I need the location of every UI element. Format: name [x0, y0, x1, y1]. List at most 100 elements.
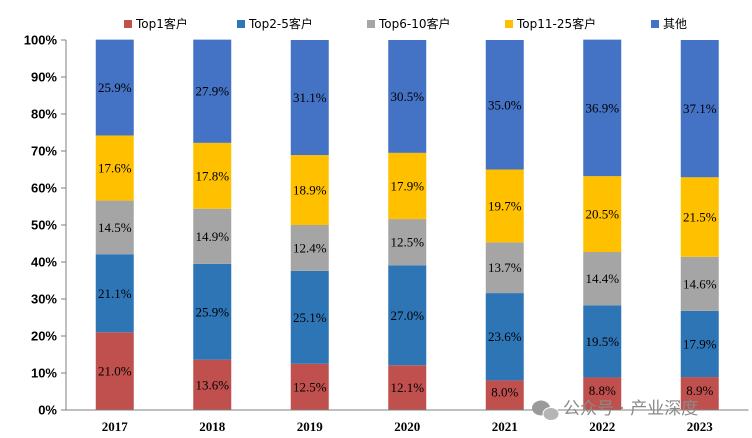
- data-label: 12.5%: [293, 379, 327, 394]
- data-label: 37.1%: [683, 101, 717, 116]
- bar-segment: [95, 135, 134, 201]
- bar-segment: [95, 200, 134, 255]
- y-tick-label: 10%: [31, 366, 57, 381]
- data-label: 27.9%: [195, 84, 229, 99]
- data-label: 19.5%: [585, 334, 619, 349]
- x-axis: 2017 2018 2019 2020 2021 2022 2023: [66, 409, 749, 434]
- data-label: 25.9%: [98, 80, 132, 95]
- data-label: 21.1%: [98, 286, 132, 301]
- bar-segment: [583, 252, 622, 306]
- x-tick-label: 2022: [589, 419, 615, 434]
- bar-segment: [583, 176, 622, 253]
- bar-segment: [680, 256, 719, 311]
- legend-swatch: [367, 20, 375, 28]
- x-tick-label: 2019: [297, 419, 324, 434]
- legend-label: 其他: [663, 17, 687, 31]
- data-label: 17.9%: [683, 336, 717, 351]
- data-label: 20.5%: [585, 207, 619, 222]
- y-tick-label: 40%: [31, 255, 57, 270]
- legend-label: Top2-5客户: [248, 16, 313, 31]
- bar-segment: [485, 242, 524, 294]
- bar-segment: [388, 152, 427, 220]
- data-label: 13.6%: [195, 377, 229, 392]
- watermark: 公众号 · 产业深度: [532, 399, 698, 421]
- legend-swatch: [124, 20, 132, 28]
- bar-segment: [680, 40, 719, 178]
- bar-segment: [95, 39, 134, 136]
- data-label: 17.6%: [98, 161, 132, 176]
- bar-segment: [583, 377, 622, 410]
- bar-segment: [193, 142, 232, 209]
- bar-segment: [583, 305, 622, 378]
- data-label: 23.6%: [488, 329, 522, 344]
- data-label: 14.9%: [195, 229, 229, 244]
- x-tick-label: 2017: [102, 419, 129, 434]
- bar-segment: [290, 225, 329, 271]
- data-label: 27.0%: [390, 308, 424, 323]
- legend-swatch: [237, 20, 245, 28]
- bar-segment: [290, 155, 329, 225]
- data-label: 21.5%: [683, 210, 717, 225]
- y-axis: 0% 10% 20% 30% 40% 50% 60% 70% 80% 90% 100%: [24, 33, 67, 418]
- data-label: 25.9%: [195, 304, 229, 319]
- bar-segment: [388, 219, 427, 266]
- data-label: 12.1%: [390, 380, 424, 395]
- bar-segment: [680, 377, 719, 410]
- y-tick-label: 70%: [31, 144, 57, 159]
- data-label: 17.9%: [390, 178, 424, 193]
- bar-segment: [95, 332, 134, 410]
- data-label: 14.6%: [683, 276, 717, 291]
- y-tick-label: 30%: [31, 292, 57, 307]
- bar-segment: [290, 40, 329, 156]
- wechat-icon: [532, 400, 560, 421]
- bar-segment: [388, 265, 427, 366]
- data-label: 17.8%: [195, 168, 229, 183]
- y-tick-label: 0%: [38, 403, 57, 418]
- bar-segment: [583, 39, 622, 177]
- data-label: 8.9%: [686, 383, 713, 398]
- data-label: 14.5%: [98, 220, 132, 235]
- bar-segment: [485, 293, 524, 381]
- data-label: 8.8%: [589, 383, 616, 398]
- bar-segment: [193, 39, 232, 143]
- data-label: 12.4%: [293, 240, 327, 255]
- y-tick-label: 80%: [31, 107, 57, 122]
- y-tick-label: 50%: [31, 218, 57, 233]
- y-tick-label: 90%: [31, 70, 57, 85]
- data-label: 8.0%: [491, 385, 518, 400]
- data-label: 19.7%: [488, 198, 522, 213]
- data-label: 35.0%: [488, 97, 522, 112]
- y-tick-label: 100%: [24, 33, 58, 48]
- y-tick-label: 60%: [31, 181, 57, 196]
- bar-segment: [388, 365, 427, 410]
- bar-segment: [485, 380, 524, 410]
- y-tick-label: 20%: [31, 329, 57, 344]
- x-tick-label: 2021: [492, 419, 518, 434]
- data-label: 13.7%: [488, 260, 522, 275]
- data-label: 31.1%: [293, 90, 327, 105]
- data-label: 12.5%: [390, 235, 424, 250]
- data-label: 18.9%: [293, 183, 327, 198]
- data-label: 14.4%: [585, 271, 619, 286]
- bar-segment: [290, 363, 329, 410]
- x-tick-label: 2023: [687, 419, 714, 434]
- data-label: 21.0%: [98, 364, 132, 379]
- bar-segment: [388, 40, 427, 153]
- legend-swatch: [651, 20, 659, 28]
- watermark-text: 公众号 · 产业深度: [563, 399, 698, 419]
- legend-swatch: [505, 20, 513, 28]
- bar-segment: [290, 270, 329, 364]
- data-label: 36.9%: [585, 100, 619, 115]
- x-tick-label: 2018: [199, 419, 226, 434]
- data-label: 30.5%: [390, 89, 424, 104]
- bar-segment: [485, 169, 524, 243]
- bar-segment: [680, 310, 719, 378]
- bar-segment: [193, 208, 232, 264]
- legend: Top1客户 Top2-5客户 Top6-10客户 Top11-25客户 其他: [124, 16, 687, 31]
- legend-label: Top11-25客户: [516, 16, 596, 31]
- bar-segment: [485, 40, 524, 170]
- legend-label: Top1客户: [135, 16, 188, 31]
- bar-segment: [95, 254, 134, 333]
- data-label: 25.1%: [293, 310, 327, 325]
